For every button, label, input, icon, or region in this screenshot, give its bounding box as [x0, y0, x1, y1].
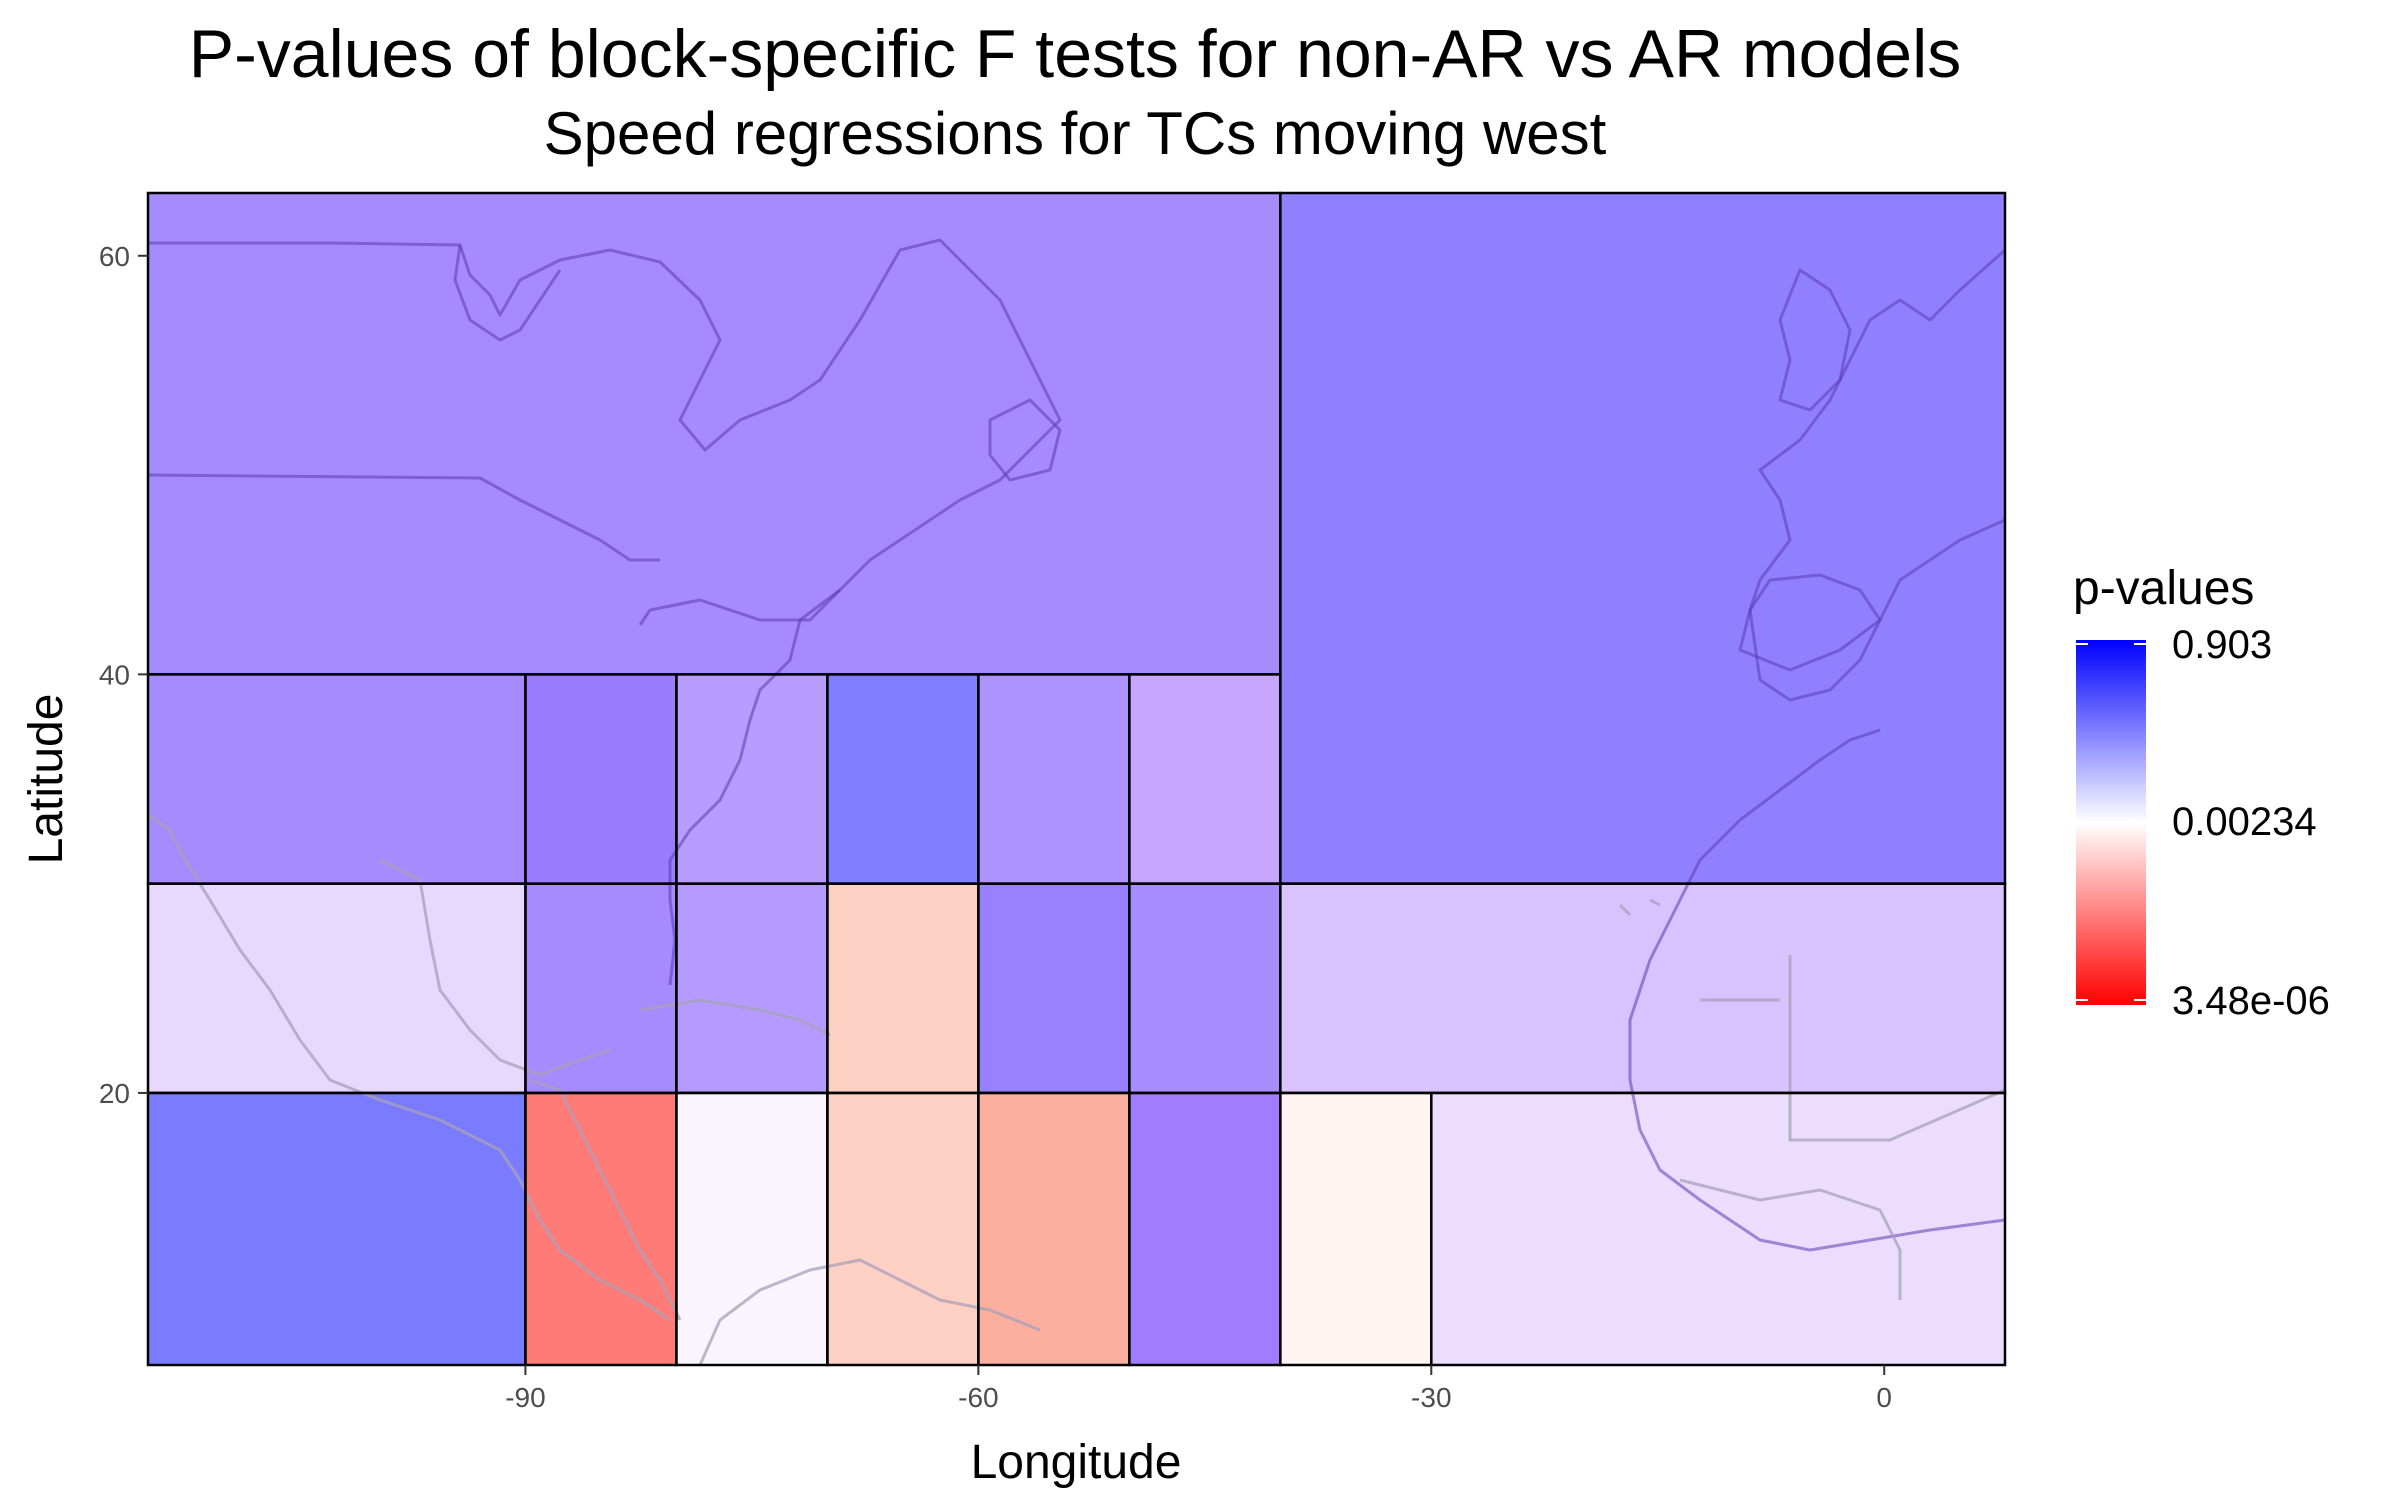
heatmap-cell-4 — [676, 674, 827, 883]
heatmap-cell-10 — [676, 884, 827, 1093]
heatmap-cell-7 — [1129, 674, 1280, 883]
heatmap-cells — [148, 193, 2005, 1365]
heatmap-cell-2 — [148, 674, 525, 883]
x-tick-label: -60 — [958, 1382, 998, 1413]
heatmap-cell-22 — [1431, 1093, 2005, 1365]
x-tick-label: -30 — [1411, 1382, 1451, 1413]
heatmap-cell-19 — [978, 1093, 1129, 1365]
legend-label-mid: 0.00234 — [2172, 800, 2317, 844]
heatmap-cell-12 — [978, 884, 1129, 1093]
legend-title: p-values — [2073, 562, 2254, 615]
y-tick-label: 20 — [99, 1078, 130, 1109]
legend-colorbar — [2076, 640, 2146, 1005]
heatmap-cell-0 — [148, 193, 1280, 674]
x-tick-label: -90 — [505, 1382, 545, 1413]
y-tick-label: 40 — [99, 659, 130, 690]
legend-label-low: 3.48e-06 — [2172, 979, 2330, 1023]
y-tick-label: 60 — [99, 241, 130, 272]
heatmap-cell-3 — [525, 674, 676, 883]
x-tick-label: 0 — [1876, 1382, 1892, 1413]
heatmap-cell-6 — [978, 674, 1129, 883]
heatmap-cell-9 — [525, 884, 676, 1093]
heatmap-cell-5 — [827, 674, 978, 883]
heatmap-cell-18 — [827, 1093, 978, 1365]
heatmap-cell-11 — [827, 884, 978, 1093]
heatmap-cell-21 — [1280, 1093, 1431, 1365]
legend: p-values 0.903 0.00234 3.48e-06 — [2073, 562, 2330, 1023]
legend-label-high: 0.903 — [2172, 623, 2272, 667]
heatmap-cell-14 — [1280, 884, 2005, 1093]
y-axis-title: Latitude — [20, 694, 73, 865]
heatmap-cell-20 — [1129, 1093, 1280, 1365]
heatmap-cell-1 — [1280, 193, 2005, 884]
x-axis-title: Longitude — [971, 1436, 1182, 1489]
heatmap-cell-17 — [676, 1093, 827, 1365]
heatmap-cell-8 — [148, 884, 525, 1093]
heatmap-cell-16 — [525, 1093, 676, 1365]
heatmap-cell-13 — [1129, 884, 1280, 1093]
